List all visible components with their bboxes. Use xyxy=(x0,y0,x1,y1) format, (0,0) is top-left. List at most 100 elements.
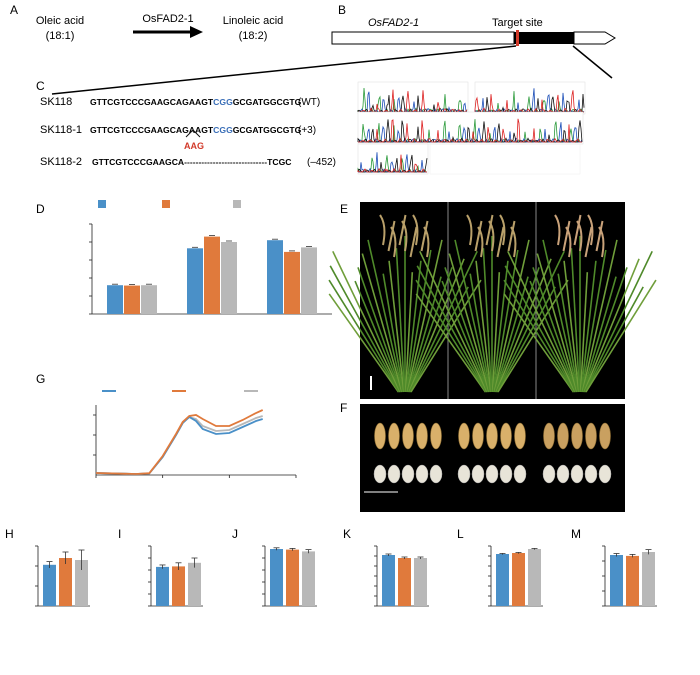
sequencing-chromatograms xyxy=(357,81,586,175)
rice-panicle xyxy=(409,226,418,258)
gene-exon-white xyxy=(331,31,515,45)
substrate-formula: (18:1) xyxy=(46,30,75,42)
bar-SK118 xyxy=(270,549,283,606)
rice-leaf xyxy=(415,279,487,393)
bar-C18:1n9c-SK118-2 xyxy=(221,242,237,314)
bar-SK118 xyxy=(43,564,56,606)
panel-letter-b: B xyxy=(338,3,346,17)
panel-letter-d: D xyxy=(36,202,45,216)
panel-letter-i: I xyxy=(118,527,121,541)
small-chart-L xyxy=(488,545,543,607)
bar-C16:0-SK118 xyxy=(107,285,123,314)
paddy-grain xyxy=(472,422,484,450)
line-series-SK118-1 xyxy=(95,409,264,475)
small-chart-J xyxy=(262,545,317,607)
rice-leaf xyxy=(584,286,644,393)
bar-SK118-1 xyxy=(172,566,185,606)
brown-rice-grain xyxy=(499,464,513,484)
rice-leaf xyxy=(444,267,490,393)
rice-leaf xyxy=(491,272,501,393)
panel-letter-f: F xyxy=(340,401,347,415)
rice-leaf xyxy=(557,273,579,393)
rice-panicle xyxy=(576,220,583,252)
rice-leaf xyxy=(406,249,432,393)
rice-leaf xyxy=(503,279,575,393)
brown-rice-grain xyxy=(415,464,429,484)
bar-SK118-2 xyxy=(642,552,655,606)
panel-f-grain-photo xyxy=(360,404,625,512)
chromatogram-wt-right-trace-3 xyxy=(474,90,584,113)
paddy-grain xyxy=(402,422,414,450)
bar-SK118-2 xyxy=(75,560,88,606)
panel-letter-m: M xyxy=(571,527,581,541)
sequence-text: GTTCGTCCCGAAGCAGAAGTCGGGCGATGGCGTG xyxy=(90,97,302,107)
rice-leaf xyxy=(441,280,489,393)
insertion-sequence: AAG xyxy=(184,141,204,151)
rice-panicle xyxy=(420,220,429,252)
rice-leaf xyxy=(507,250,576,393)
gene-name: OsFAD2-1 xyxy=(368,17,419,29)
rice-leaf xyxy=(493,249,519,393)
panel-letter-g: G xyxy=(36,372,45,386)
rice-leaf xyxy=(542,239,579,393)
deletion-gap: ----------------------------- xyxy=(184,157,267,167)
bar-SK118-1 xyxy=(626,555,639,606)
bar-C18:1n9c-SK118 xyxy=(187,248,203,314)
rice-leaf xyxy=(585,279,657,393)
bar-C18:2n6c-SK118 xyxy=(267,240,283,314)
rice-leaf xyxy=(469,273,491,393)
panel-c-sequences: SK118 GTTCGTCCCGAAGCAGAAGTCGGGCGATGGCGTG(… xyxy=(40,96,336,168)
rice-leaf xyxy=(395,248,406,393)
rice-leaf xyxy=(495,258,552,393)
panel-b-gene-model: OsFAD2-1 Target site xyxy=(51,17,616,95)
zoom-line-left xyxy=(51,45,517,95)
rice-leaf xyxy=(582,267,628,393)
paddy-grain xyxy=(374,422,386,450)
brown-rice-grain xyxy=(485,464,499,484)
sequence-part: GCGATGGCGTG xyxy=(233,97,302,107)
rice-leaf xyxy=(388,260,405,393)
chromatogram-plus3-trace-2 xyxy=(357,119,583,143)
paddy-grain xyxy=(571,422,583,450)
panel-letter-a: A xyxy=(10,3,18,17)
brown-rice-grain xyxy=(387,464,401,484)
gene-exon-black xyxy=(514,32,574,44)
bar-SK118-1 xyxy=(286,549,299,606)
paddy-grain xyxy=(416,422,428,450)
brown-rice-grain xyxy=(570,464,584,484)
brown-rice-grain xyxy=(598,464,612,484)
bar-SK118 xyxy=(496,554,509,606)
enzyme-label: OsFAD2-1 xyxy=(142,13,193,25)
rice-panicle xyxy=(595,220,604,252)
panel-g-viscosity-chart xyxy=(93,390,297,478)
bar-SK118 xyxy=(610,555,623,606)
pam-sequence: CGG xyxy=(213,97,233,107)
rice-leaf xyxy=(504,265,576,393)
rice-panicle xyxy=(587,214,594,246)
rice-leaf xyxy=(409,250,478,393)
scale-bar-e xyxy=(370,376,372,390)
sequence-part: GTTCGTCCCGAAGCAGAAGT xyxy=(90,125,214,135)
paddy-grain xyxy=(514,422,526,450)
rice-leaf xyxy=(482,248,493,393)
rice-panicle xyxy=(401,220,408,252)
rice-leaf xyxy=(354,280,402,393)
rice-leaf xyxy=(361,253,403,393)
rice-leaf xyxy=(404,272,414,393)
legend-swatch-2 xyxy=(233,200,241,208)
line-series-SK118-2 xyxy=(95,415,263,475)
chromatogram-del452-empty xyxy=(429,143,581,175)
paddy-grain xyxy=(458,422,470,450)
sequence-note: (–452) xyxy=(307,157,336,168)
panel-letter-e: E xyxy=(340,202,348,216)
bar-SK118 xyxy=(382,555,395,606)
rice-leaf xyxy=(583,258,640,393)
panel-letter-k: K xyxy=(343,527,351,541)
bar-SK118-2 xyxy=(188,562,201,606)
rice-leaf xyxy=(407,276,442,393)
gene-3prime-arrow xyxy=(573,31,616,45)
rice-leaf xyxy=(415,293,487,393)
small-chart-M xyxy=(602,545,657,607)
rice-panicle xyxy=(485,214,494,246)
